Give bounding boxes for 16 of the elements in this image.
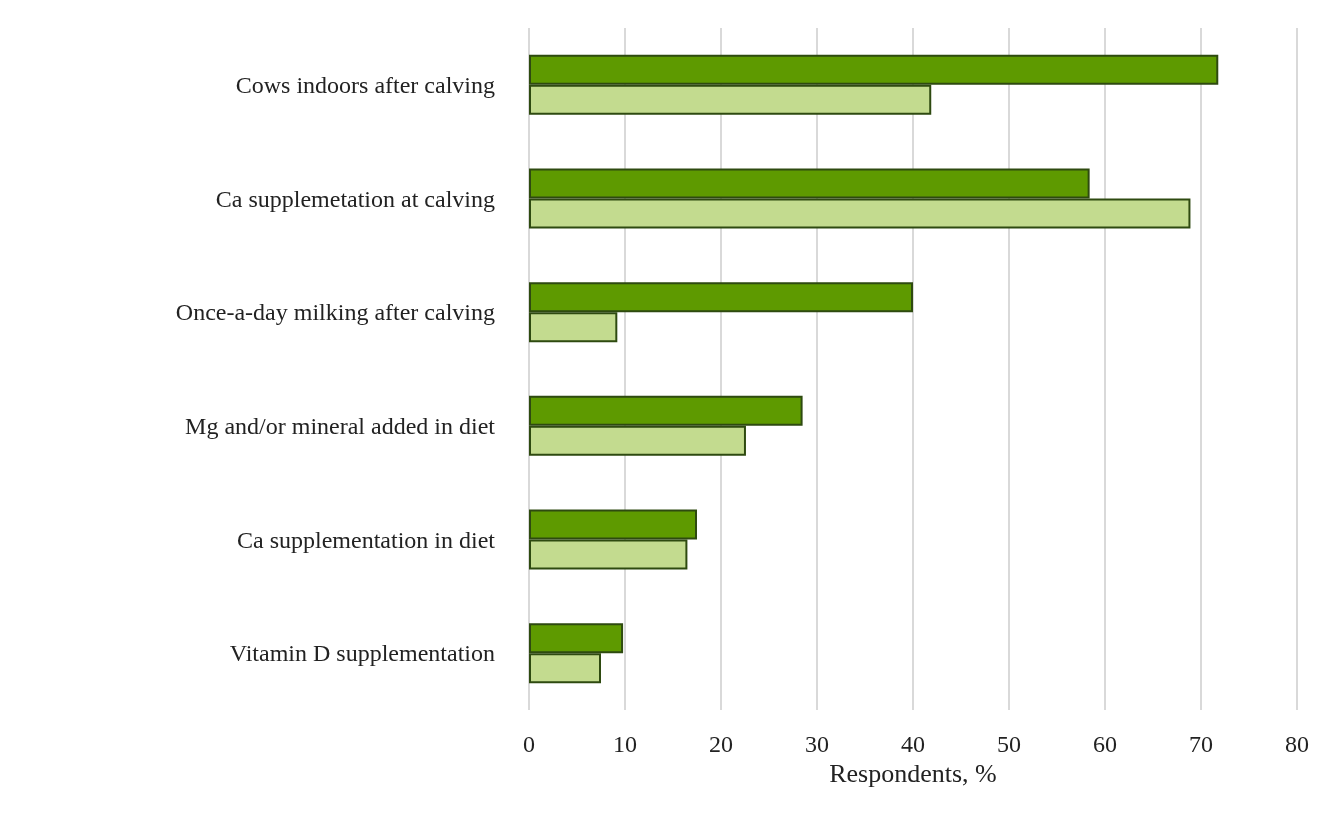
x-tick-label: 20 [709,731,733,757]
x-axis-title: Respondents, % [829,759,997,789]
y-tick-label: Once-a-day milking after calving [175,299,495,326]
x-tick-label: 10 [613,731,637,757]
y-tick-label: Mg and/or mineral added in diet [185,412,496,439]
x-tick-label: 60 [1093,731,1117,757]
x-tick-label: 80 [1285,731,1309,757]
x-tick-label: 30 [805,731,829,757]
x-tick-label: 70 [1189,731,1213,757]
y-tick-label: Ca supplementation in diet [237,526,496,553]
y-tick-label: Cows indoors after calving [235,71,495,98]
x-tick-label: 50 [997,731,1021,757]
y-tick-label: Vitamin D supplementation [229,640,495,667]
x-tick-label: 40 [901,731,925,757]
y-tick-label: Ca supplemetation at calving [215,185,495,212]
x-tick-label: 0 [523,731,535,757]
